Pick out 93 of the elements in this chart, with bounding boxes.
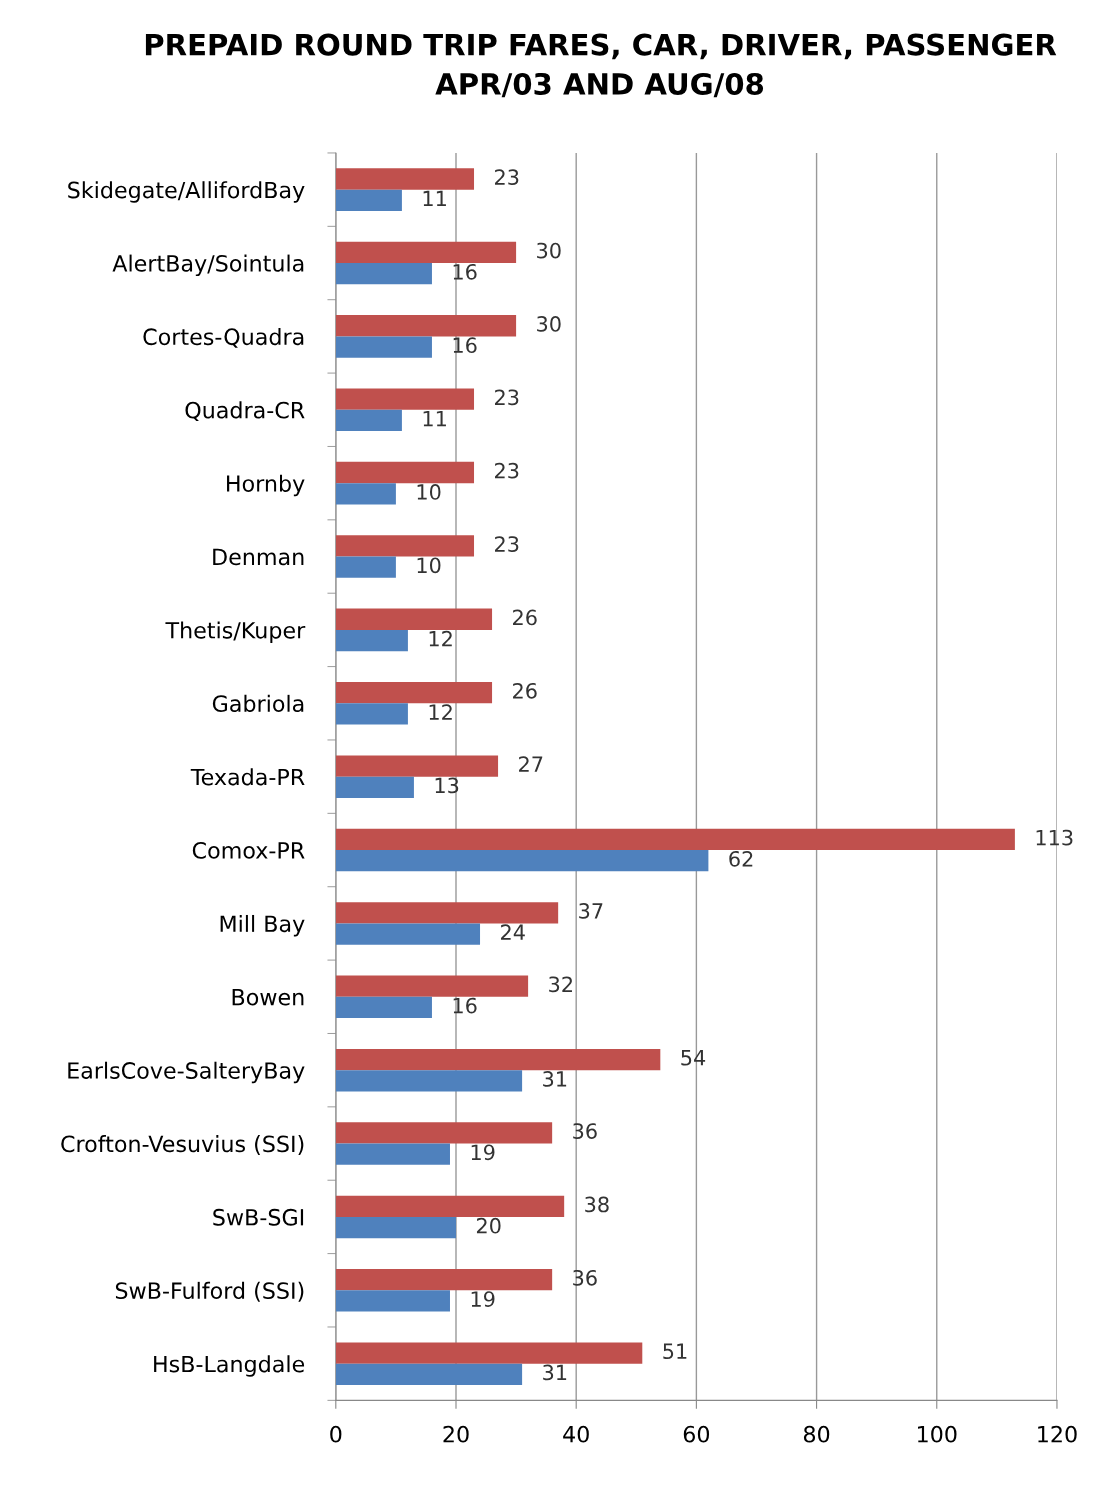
y-tick-label: Crofton-Vesuvius (SSI): [61, 1135, 304, 1155]
data-label: 13: [435, 777, 459, 794]
bar: [335, 1070, 523, 1092]
bar: [335, 1290, 450, 1312]
bar: [335, 1363, 523, 1385]
bar: [335, 923, 481, 945]
bar: [335, 535, 475, 557]
bar: [335, 556, 396, 578]
data-label: 51: [663, 1343, 687, 1360]
bar: [335, 168, 475, 190]
data-label: 12: [429, 630, 452, 647]
bar: [335, 1195, 565, 1217]
data-label: 30: [537, 242, 561, 259]
bar: [335, 1048, 661, 1071]
y-tick-label: EarlsCove-SalteryBay: [68, 1061, 305, 1084]
data-label: 24: [501, 924, 525, 940]
bar: [335, 189, 402, 211]
x-tick-label: 20: [443, 1425, 469, 1443]
bar: [335, 461, 475, 484]
bar: [335, 902, 559, 924]
y-tick-label: Mill Bay: [220, 914, 305, 937]
data-label: 23: [495, 169, 519, 186]
bar: [335, 996, 432, 1019]
data-label: 36: [573, 1123, 597, 1139]
x-tick-label: 120: [1038, 1425, 1077, 1443]
y-tick-label: Thetis/Kuper: [165, 621, 306, 643]
chart-title: PREPAID ROUND TRIP FARES, CAR, DRIVER, PASSENGER APR/03 AND AUG/08: [145, 33, 1057, 98]
data-label: 32: [549, 976, 572, 993]
data-label: 31: [543, 1364, 567, 1381]
bar: [335, 850, 709, 872]
bar: [335, 1342, 643, 1364]
data-label: 20: [476, 1217, 501, 1234]
bar: [335, 336, 432, 358]
data-label: 62: [729, 850, 753, 867]
data-label: 19: [471, 1291, 495, 1307]
y-tick-label: Hornby: [227, 474, 305, 497]
x-tick-label: 80: [803, 1425, 830, 1443]
x-tick-label: 40: [563, 1425, 589, 1443]
bar: [335, 1269, 553, 1291]
data-label: 31: [543, 1071, 567, 1087]
data-label: 38: [585, 1196, 609, 1213]
bar: [335, 1122, 553, 1144]
x-tick-label: 0: [330, 1425, 342, 1443]
y-tick-label: Gabriola: [212, 694, 304, 713]
data-label: 36: [573, 1269, 597, 1286]
y-tick-label: Comox-PR: [192, 841, 305, 859]
bar: [335, 241, 517, 264]
y-tick-label: Texada-PR: [190, 768, 305, 786]
data-label: 11: [423, 410, 446, 427]
bar: [335, 1216, 456, 1239]
y-tick-label: Bowen: [232, 989, 304, 1006]
data-label: 27: [519, 756, 543, 772]
data-label: 12: [429, 704, 452, 720]
data-label: 30: [537, 316, 561, 332]
data-label: 23: [495, 536, 519, 552]
y-tick-label: HsB-Langdale: [154, 1355, 305, 1377]
x-tick-label: 100: [918, 1425, 957, 1443]
bar: [335, 629, 408, 652]
data-label: 16: [453, 337, 477, 354]
data-label: 16: [453, 263, 477, 280]
data-label: 113: [1036, 829, 1073, 846]
bar: [335, 776, 414, 798]
bar: [335, 608, 493, 630]
bar: [335, 1143, 450, 1165]
data-label: 10: [417, 557, 441, 574]
bar: [335, 703, 408, 725]
bar: [335, 975, 529, 997]
y-tick-label: SwB-Fulford (SSI): [115, 1281, 304, 1302]
y-tick-label: Quadra-CR: [185, 401, 305, 422]
y-tick-label: AlertBay/Sointula: [112, 254, 304, 277]
bar: [335, 388, 475, 410]
data-label: 54: [681, 1050, 706, 1066]
data-label: 16: [453, 997, 477, 1014]
y-tick-label: Cortes-Quadra: [143, 327, 304, 348]
x-tick-label: 60: [683, 1425, 710, 1443]
data-label: 19: [471, 1144, 495, 1161]
data-label: 11: [423, 190, 446, 207]
bar: [335, 263, 432, 285]
y-tick-label: Denman: [213, 548, 304, 566]
bar: [335, 682, 493, 704]
y-tick-label: SwB-SGI: [213, 1208, 304, 1226]
data-label: 37: [579, 903, 603, 919]
data-label: 23: [495, 462, 519, 479]
data-label: 26: [513, 609, 537, 626]
bar: [335, 755, 499, 777]
bar: [335, 828, 1015, 851]
data-label: 23: [495, 389, 519, 406]
bar: [335, 483, 396, 505]
data-label: 26: [513, 682, 537, 699]
bar: [335, 315, 517, 337]
y-tick-label: Skidegate/AllifordBay: [68, 181, 305, 203]
data-label: 10: [417, 484, 441, 500]
bar: [335, 409, 402, 432]
